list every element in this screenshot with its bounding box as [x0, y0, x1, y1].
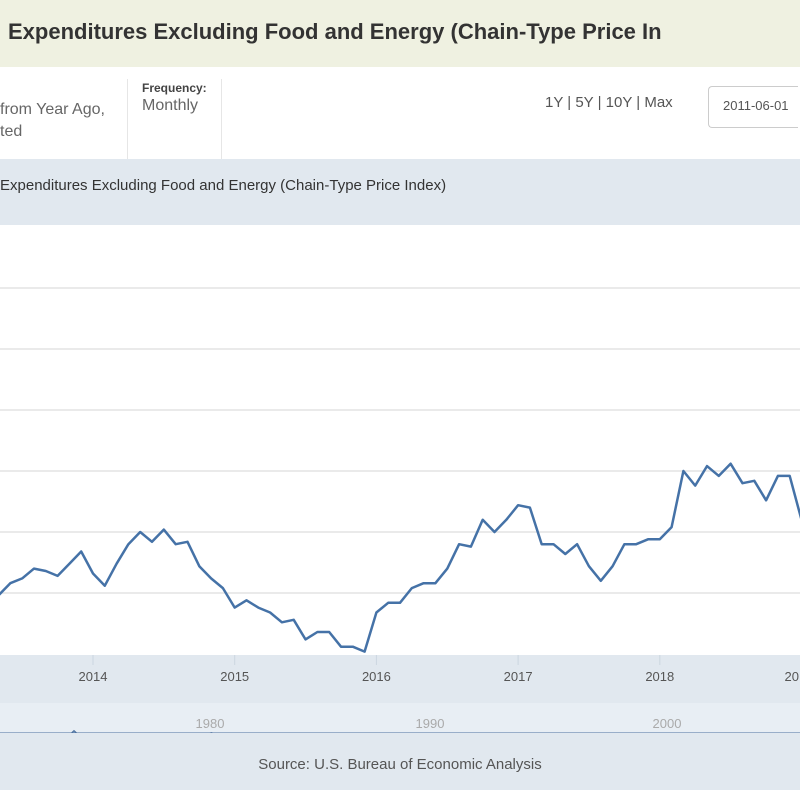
series-title: Expenditures Excluding Food and Energy (…: [8, 19, 662, 44]
units-text: from Year Ago, ted: [0, 99, 105, 143]
series-meta: from Year Ago, ted Frequency: Monthly 1Y…: [0, 67, 800, 159]
x-tick-label: 2014: [79, 669, 108, 684]
x-tick-label: 20: [785, 669, 799, 684]
separator: |: [567, 94, 572, 111]
chart-title-bar: Expenditures Excluding Food and Energy (…: [0, 159, 800, 225]
frequency-value: Monthly: [142, 97, 199, 114]
x-tick-label: 2016: [362, 669, 391, 684]
navigator-tick-label: 2000: [653, 716, 682, 731]
divider: [221, 79, 222, 159]
x-tick-label: 2018: [645, 669, 674, 684]
title-bar: Expenditures Excluding Food and Energy (…: [0, 0, 800, 67]
source-text: Source: U.S. Bureau of Economic Analysis: [258, 756, 542, 773]
navigator-tick-label: 1990: [416, 716, 445, 731]
navigator[interactable]: [0, 703, 800, 733]
x-tick-label: 2017: [504, 669, 533, 684]
x-tick-label: 2015: [220, 669, 249, 684]
units-line: ted: [0, 123, 23, 140]
divider: [127, 79, 128, 159]
source-bar: Source: U.S. Bureau of Economic Analysis: [0, 733, 800, 790]
range-5y[interactable]: 5Y: [575, 94, 594, 111]
range-selector: 1Y | 5Y | 10Y | Max: [545, 94, 673, 111]
navigator-tick-label: 1980: [196, 716, 225, 731]
units-line: from Year Ago,: [0, 101, 105, 118]
series-line: [0, 462, 800, 653]
frequency: Frequency: Monthly: [142, 81, 207, 115]
range-max[interactable]: Max: [644, 94, 673, 111]
range-1y[interactable]: 1Y: [545, 94, 564, 111]
frequency-label: Frequency:: [142, 81, 207, 95]
chart-title: Expenditures Excluding Food and Energy (…: [0, 177, 447, 194]
start-date-input[interactable]: 2011-06-01: [708, 86, 798, 128]
range-10y[interactable]: 10Y: [605, 94, 633, 111]
separator: |: [597, 94, 602, 111]
separator: |: [636, 94, 641, 111]
